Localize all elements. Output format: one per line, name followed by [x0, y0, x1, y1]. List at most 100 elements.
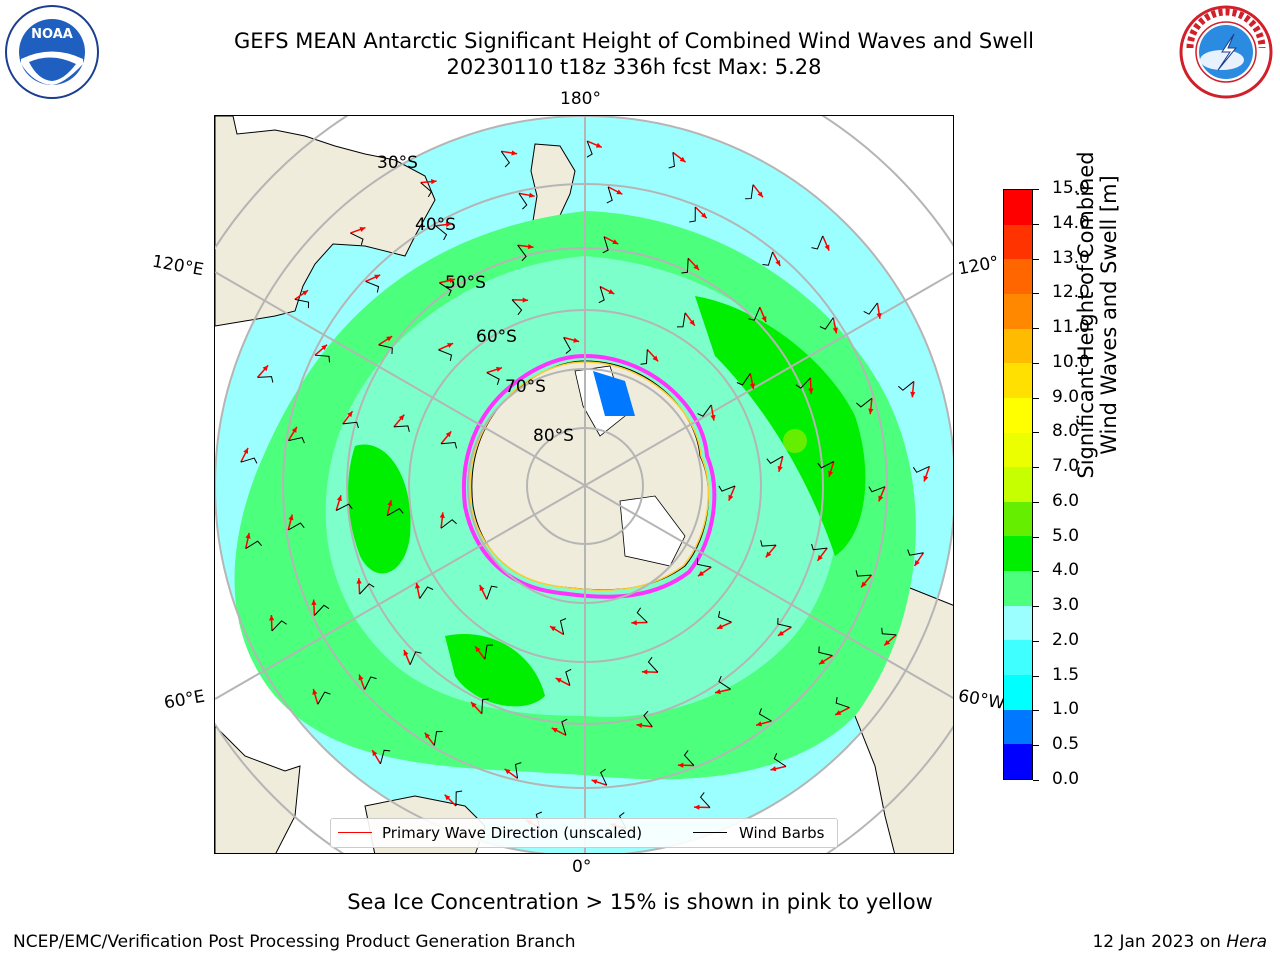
wind-barb	[481, 698, 489, 714]
wave-arrowhead	[861, 581, 867, 588]
wind-barb	[287, 522, 305, 531]
noaa-logo: NOAA	[4, 4, 100, 100]
wave-arrowhead	[677, 762, 684, 768]
nws-logo	[1178, 4, 1274, 100]
wave-arrowhead	[757, 191, 763, 198]
wind-barb	[271, 620, 287, 632]
wind-barb	[314, 604, 330, 616]
wave-arrowhead	[728, 494, 734, 501]
map-canvas: 30°S 40°S 50°S 60°S 70°S 80°S	[215, 116, 953, 853]
wind-barb	[683, 750, 695, 766]
wave-arrowhead	[398, 414, 405, 421]
wind-barb	[748, 307, 761, 321]
colorbar-segment	[1004, 674, 1032, 710]
wind-barb	[586, 140, 593, 158]
wave-arrowhead	[868, 408, 874, 415]
colorbar-segment	[1004, 709, 1032, 745]
wave-arrowhead	[689, 319, 695, 326]
wind-barb	[762, 251, 774, 266]
chart-title: GEFS MEAN Antarctic Significant Height o…	[233, 29, 1035, 53]
wind-barb	[907, 549, 924, 556]
wind-barb	[668, 152, 675, 169]
wave-arrowhead	[832, 327, 838, 334]
wave-arrowhead	[430, 179, 437, 185]
colorbar-segment	[1004, 605, 1032, 641]
wind-barb	[518, 193, 528, 210]
colorbar-label: Significant Height of Combined Wind Wave…	[1074, 151, 1121, 479]
wind-barb	[863, 302, 878, 315]
wind-barb	[441, 442, 458, 449]
wave-arrowhead	[828, 470, 834, 477]
date-credit: 12 Jan 2023 on Hera	[1092, 932, 1267, 952]
colorbar-tick	[1033, 397, 1039, 399]
wind-barb	[565, 668, 572, 686]
wave-arrowhead	[470, 701, 477, 708]
polar-map: 30°S 40°S 50°S 60°S 70°S 80°S	[214, 115, 954, 854]
colorbar-tick	[1033, 675, 1039, 677]
wind-barb	[600, 768, 608, 786]
colorbar-tick	[1033, 536, 1039, 538]
wave-arrowhead	[765, 551, 772, 558]
wind-barb	[697, 404, 712, 417]
lon-label-0: 0°	[572, 857, 592, 877]
wind-barb	[760, 540, 777, 547]
colorbar-tick	[1033, 571, 1039, 573]
wave-arrowhead	[652, 355, 659, 362]
wind-barb	[717, 611, 732, 623]
wind-barb	[433, 731, 443, 746]
wave-arrowhead	[761, 316, 767, 323]
wave-arrowhead	[549, 626, 556, 632]
wind-barb	[696, 558, 712, 568]
wave-arrowhead	[756, 721, 762, 727]
colorbar-tick	[1033, 745, 1039, 747]
wave-arrowhead	[777, 465, 783, 472]
lat-label-40s: 40°S	[415, 215, 456, 235]
wind-barb	[380, 749, 391, 764]
lon-label-120e: 120°E	[150, 251, 206, 281]
noaa-logo-text: NOAA	[31, 27, 73, 42]
wind-barb	[766, 455, 784, 464]
wave-arrowhead	[439, 512, 445, 519]
wind-barb	[640, 349, 648, 365]
date-text: 12 Jan 2023 on	[1092, 932, 1227, 952]
wave-arrowhead	[356, 578, 362, 584]
wave-arrowhead	[311, 599, 317, 606]
wave-arrowhead	[824, 244, 830, 251]
colorbar-tick-label: 15.0	[1052, 178, 1090, 198]
wind-barb	[643, 710, 653, 728]
wind-barb	[745, 184, 754, 200]
wave-arrowhead	[694, 804, 700, 810]
wave-arrowhead	[817, 554, 823, 561]
lat-label-80s: 80°S	[533, 426, 574, 446]
wind-barb	[486, 585, 498, 600]
wind-barb	[758, 708, 772, 722]
wind-barb	[856, 397, 873, 408]
wave-arrowhead	[302, 290, 309, 296]
map-legend: Primary Wave Direction (unscaled) Wind B…	[330, 818, 838, 848]
wave-arrowhead	[710, 414, 716, 421]
wave-arrowhead	[595, 142, 602, 148]
wave-arrowhead	[387, 500, 393, 507]
wind-barb	[419, 586, 434, 599]
wave-arrowhead	[679, 156, 686, 163]
wind-barb	[486, 372, 500, 386]
wind-barb	[819, 317, 834, 330]
wave-arrowhead	[479, 585, 485, 592]
colorbar-tick	[1033, 640, 1039, 642]
wave-arrowhead	[716, 624, 723, 629]
wave-arrowhead	[372, 750, 378, 757]
wave-arrowhead	[835, 710, 842, 715]
wave-arrowhead	[749, 383, 755, 390]
wave-arrowhead	[403, 649, 409, 656]
colorbar-tick	[1033, 362, 1039, 364]
colorbar-segment	[1004, 258, 1032, 294]
credit-text: NCEP/EMC/Verification Post Processing Pr…	[13, 932, 576, 952]
colorbar-tick	[1033, 223, 1039, 225]
wave-arrowhead	[551, 727, 558, 733]
wave-arrowhead	[445, 221, 452, 228]
colorbar-segment	[1004, 362, 1032, 398]
wave-arrowhead	[291, 426, 297, 433]
colorbar-tick-label: 8.0	[1052, 421, 1080, 442]
colorbar-tick-label: 13.0	[1052, 247, 1090, 268]
colorbar-segment	[1004, 743, 1032, 779]
